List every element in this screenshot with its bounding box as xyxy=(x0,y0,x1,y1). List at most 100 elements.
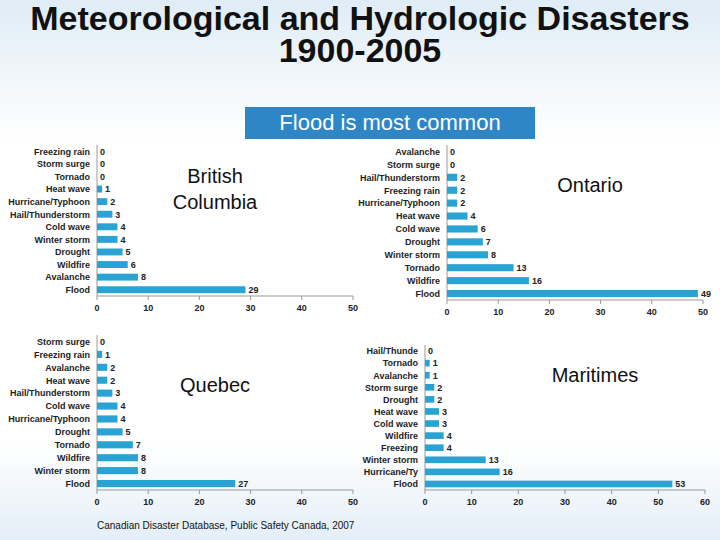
data-label: 6 xyxy=(131,260,136,270)
category-label: Hail/Thunderstorm xyxy=(360,173,440,183)
data-label: 2 xyxy=(460,198,465,208)
category-label: Winter storm xyxy=(385,250,440,260)
x-tick-label: 50 xyxy=(348,497,358,507)
category-label: Hurricane/Typhoon xyxy=(8,414,90,424)
category-label: Hail/Thunderstorm xyxy=(10,388,90,398)
x-tick-label: 40 xyxy=(647,307,657,317)
x-tick xyxy=(250,490,251,494)
category-label: Wildfire xyxy=(57,260,90,270)
data-label: 0 xyxy=(428,346,433,356)
data-label: 2 xyxy=(460,173,465,183)
bar xyxy=(97,467,138,474)
category-label: Freezing rain xyxy=(34,350,90,360)
bar xyxy=(97,402,117,409)
panel-title: Ontario xyxy=(530,172,650,198)
data-label: 8 xyxy=(141,466,146,476)
category-label: Cold wave xyxy=(45,222,90,232)
x-tick-label: 20 xyxy=(194,303,204,313)
bar xyxy=(425,420,439,427)
x-axis-line xyxy=(447,300,703,301)
data-label: 8 xyxy=(141,453,146,463)
x-tick xyxy=(301,490,302,494)
x-tick xyxy=(471,490,472,494)
x-tick xyxy=(565,490,566,494)
category-label: Tornado xyxy=(55,440,91,450)
x-tick-label: 10 xyxy=(493,307,503,317)
category-label: Wildfire xyxy=(385,431,418,441)
panel-title: Maritimes xyxy=(535,362,655,388)
data-label: 2 xyxy=(110,363,115,373)
bar xyxy=(425,384,434,391)
category-label: Drought xyxy=(405,237,440,247)
bar xyxy=(425,408,439,415)
x-tick-label: 0 xyxy=(94,303,99,313)
x-tick xyxy=(97,296,98,300)
data-label: 1 xyxy=(433,371,438,381)
data-label: 4 xyxy=(120,414,125,424)
bar xyxy=(447,148,448,155)
x-tick-label: 50 xyxy=(348,303,358,313)
x-tick xyxy=(549,300,550,304)
category-label: Hurricane/Typhoon xyxy=(358,198,440,208)
x-tick xyxy=(199,490,200,494)
category-label: Flood xyxy=(66,479,91,489)
bar xyxy=(97,211,112,218)
category-label: Tornado xyxy=(405,263,441,273)
category-label: Avalanche xyxy=(395,147,440,157)
category-label: Cold wave xyxy=(395,224,440,234)
data-label: 3 xyxy=(115,210,120,220)
category-label: Tornado xyxy=(383,358,419,368)
category-label: Wildfire xyxy=(407,276,440,286)
bar xyxy=(447,225,478,232)
bar xyxy=(447,238,483,245)
x-tick-label: 20 xyxy=(194,497,204,507)
data-label: 49 xyxy=(701,289,711,299)
bar xyxy=(97,248,123,255)
bar xyxy=(425,456,486,463)
x-tick xyxy=(353,490,354,494)
page-title: Meteorological and Hydrologic Disasters … xyxy=(0,2,720,66)
x-tick xyxy=(498,300,499,304)
category-label: Hurricane/Ty xyxy=(364,467,418,477)
charts: 01020304050Freezing rain0Storm surge0Tor… xyxy=(0,0,720,540)
category-label: Wildfire xyxy=(57,453,90,463)
bars xyxy=(97,351,235,487)
category-label: Heat wave xyxy=(46,184,90,194)
bars xyxy=(425,360,672,487)
data-label: 0 xyxy=(450,147,455,157)
data-label: 3 xyxy=(115,388,120,398)
data-label: 1 xyxy=(105,350,110,360)
data-label: 0 xyxy=(100,337,105,347)
data-label: 4 xyxy=(120,222,125,232)
bar xyxy=(97,454,138,461)
bar xyxy=(425,444,444,451)
category-label: Drought xyxy=(55,247,90,257)
bar xyxy=(425,348,426,355)
x-tick-label: 0 xyxy=(94,497,99,507)
category-label: Flood xyxy=(66,285,91,295)
bar xyxy=(425,481,672,488)
data-label: 2 xyxy=(460,186,465,196)
data-label: 5 xyxy=(126,247,131,257)
category-label: Storm surge xyxy=(387,160,440,170)
bar xyxy=(97,186,102,193)
category-label: Freezing xyxy=(381,443,418,453)
data-label: 0 xyxy=(450,160,455,170)
bar xyxy=(97,338,98,345)
category-label: Avalanche xyxy=(45,363,90,373)
bar xyxy=(97,173,98,180)
data-label: 2 xyxy=(110,376,115,386)
category-label: Winter storm xyxy=(35,466,90,476)
y-axis-line xyxy=(425,345,426,490)
data-label: 1 xyxy=(105,184,110,194)
category-label: Heat wave xyxy=(46,376,90,386)
category-label: Hurricane/Typhoon xyxy=(8,197,90,207)
x-tick-label: 20 xyxy=(544,307,554,317)
bar xyxy=(425,360,430,367)
data-label: 29 xyxy=(248,285,258,295)
category-label: Freezing rain xyxy=(34,147,90,157)
bar xyxy=(97,390,112,397)
x-tick xyxy=(447,300,448,304)
bar xyxy=(97,286,245,293)
category-label: Hail/Thunde xyxy=(367,346,419,356)
